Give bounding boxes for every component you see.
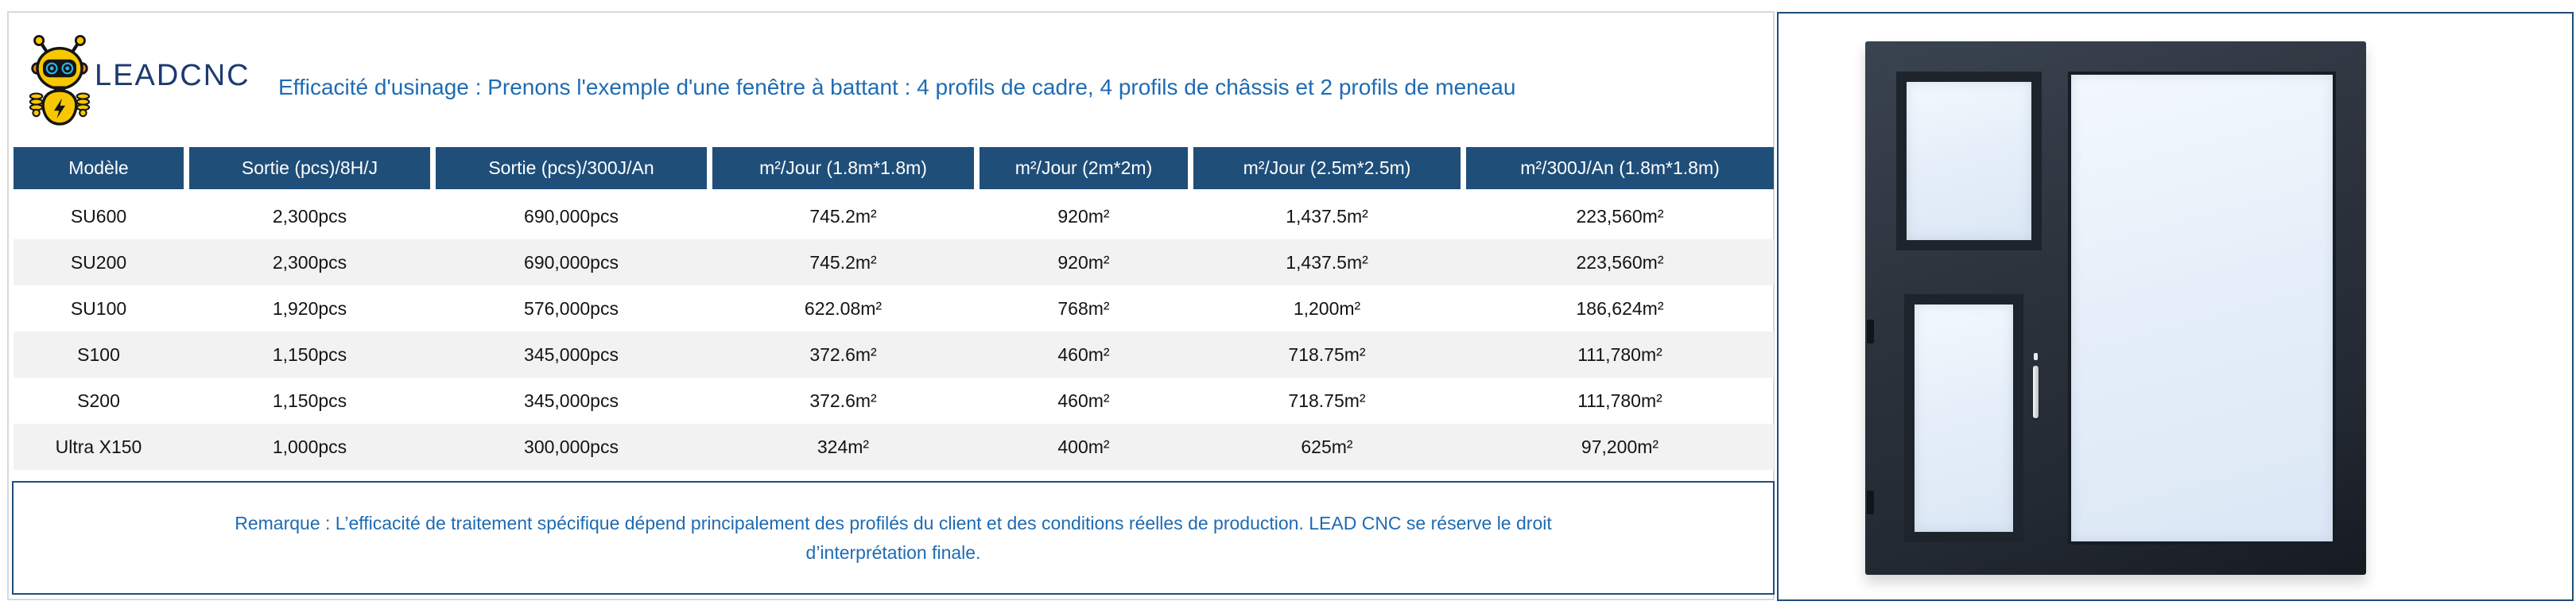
table-cell: 223,560m² bbox=[1576, 205, 1664, 227]
table-row: Ultra X150 1,000pcs 300,000pcs 324m² 400m² 62… bbox=[14, 424, 1774, 470]
window-hinge bbox=[1867, 491, 1874, 514]
table-row: SU100 1,920pcs 576,000pcs 622.08m² 768m² 1,20… bbox=[14, 285, 1774, 332]
page-title: Efficacité d'usinage : Prenons l'exemple… bbox=[278, 75, 1516, 99]
table-cell: 97,200m² bbox=[1581, 436, 1659, 457]
table-cell: SU200 bbox=[70, 251, 127, 273]
window-sash-top bbox=[1896, 72, 2042, 250]
table-row: SU600 2,300pcs 690,000pcs 745.2m² 920m² 1,437… bbox=[14, 193, 1774, 239]
table-cell: 1,150pcs bbox=[272, 390, 347, 411]
table-cell: 1,437.5m² bbox=[1286, 251, 1368, 273]
table-cell: 768m² bbox=[1057, 297, 1110, 319]
table-cell: 111,780m² bbox=[1577, 343, 1662, 365]
brand-name: LEADCNC bbox=[95, 59, 250, 92]
table-cell: 223,560m² bbox=[1576, 251, 1664, 273]
header-cell: m²/Jour (2.5m*2.5m) bbox=[1193, 147, 1461, 189]
table-cell: 718.75m² bbox=[1288, 390, 1366, 411]
table-cell: Ultra X150 bbox=[55, 436, 142, 457]
table-row: SU200 2,300pcs 690,000pcs 745.2m² 920m² 1,437… bbox=[14, 239, 1774, 285]
table-cell: 460m² bbox=[1057, 343, 1110, 365]
window-image bbox=[1865, 41, 2366, 575]
table-cell: 2,300pcs bbox=[272, 205, 347, 227]
window-handle bbox=[2033, 366, 2039, 418]
table-cell: 625m² bbox=[1301, 436, 1353, 457]
table-row: S100 1,150pcs 345,000pcs 372.6m² 460m² 718.75… bbox=[14, 332, 1774, 378]
table-cell: 372.6m² bbox=[809, 343, 877, 365]
table-cell: 745.2m² bbox=[809, 205, 877, 227]
table-cell: 690,000pcs bbox=[524, 205, 619, 227]
table-cell: 576,000pcs bbox=[524, 297, 619, 319]
window-pane-large bbox=[2068, 72, 2336, 545]
remark-box: Remarque : L’efficacité de traitement sp… bbox=[12, 481, 1775, 595]
table-cell: SU100 bbox=[70, 297, 127, 319]
table-row: S200 1,150pcs 345,000pcs 372.6m² 460m² 718.75… bbox=[14, 378, 1774, 424]
window-sash-bottom bbox=[1904, 294, 2023, 542]
table-cell: 400m² bbox=[1057, 436, 1110, 457]
table-cell: 111,780m² bbox=[1577, 390, 1662, 411]
table-cell: 1,437.5m² bbox=[1286, 205, 1368, 227]
table-cell: 186,624m² bbox=[1576, 297, 1664, 319]
table-cell: 345,000pcs bbox=[524, 343, 619, 365]
table-cell: 690,000pcs bbox=[524, 251, 619, 273]
window-photo-panel bbox=[1777, 12, 2574, 601]
remark-text: Remarque : L’efficacité de traitement sp… bbox=[235, 512, 1552, 563]
window-handle-dot bbox=[2034, 353, 2038, 360]
table-cell: 1,150pcs bbox=[272, 343, 347, 365]
table-cell: 2,300pcs bbox=[272, 251, 347, 273]
table-cell: 345,000pcs bbox=[524, 390, 619, 411]
table-cell: S200 bbox=[77, 390, 120, 411]
table-cell: 920m² bbox=[1057, 251, 1110, 273]
table-cell: 622.08m² bbox=[804, 297, 883, 319]
table-cell: 920m² bbox=[1057, 205, 1110, 227]
table-header-row: Modèle Sortie (pcs)/8H/J Sortie (pcs)/300J… bbox=[14, 147, 1774, 189]
table-cell: 1,000pcs bbox=[272, 436, 347, 457]
header-cell: m²/Jour (2m*2m) bbox=[980, 147, 1188, 189]
table-cell: 372.6m² bbox=[809, 390, 877, 411]
table-cell: SU600 bbox=[70, 205, 127, 227]
table-cell: 718.75m² bbox=[1288, 343, 1366, 365]
header-cell: m²/300J/An (1.8m*1.8m) bbox=[1466, 147, 1774, 189]
table-cell: 1,200m² bbox=[1293, 297, 1361, 319]
table-cell: 460m² bbox=[1057, 390, 1110, 411]
content-sheet: LEADCNC Efficacité d'usinage : Prenons l… bbox=[7, 11, 1775, 600]
leadcnc-robot-logo-icon bbox=[29, 35, 91, 126]
table-cell: 1,920pcs bbox=[272, 297, 347, 319]
header-cell: Modèle bbox=[14, 147, 184, 189]
table-cell: 300,000pcs bbox=[524, 436, 619, 457]
table-cell: S100 bbox=[77, 343, 120, 365]
table-cell: 745.2m² bbox=[809, 251, 877, 273]
efficiency-table-body: SU600 2,300pcs 690,000pcs 745.2m² 920m² 1,437… bbox=[14, 193, 1774, 470]
header-cell: Sortie (pcs)/300J/An bbox=[436, 147, 707, 189]
table-cell: 324m² bbox=[817, 436, 870, 457]
header-cell: m²/Jour (1.8m*1.8m) bbox=[712, 147, 974, 189]
window-hinge bbox=[1867, 320, 1874, 343]
header-cell: Sortie (pcs)/8H/J bbox=[189, 147, 430, 189]
